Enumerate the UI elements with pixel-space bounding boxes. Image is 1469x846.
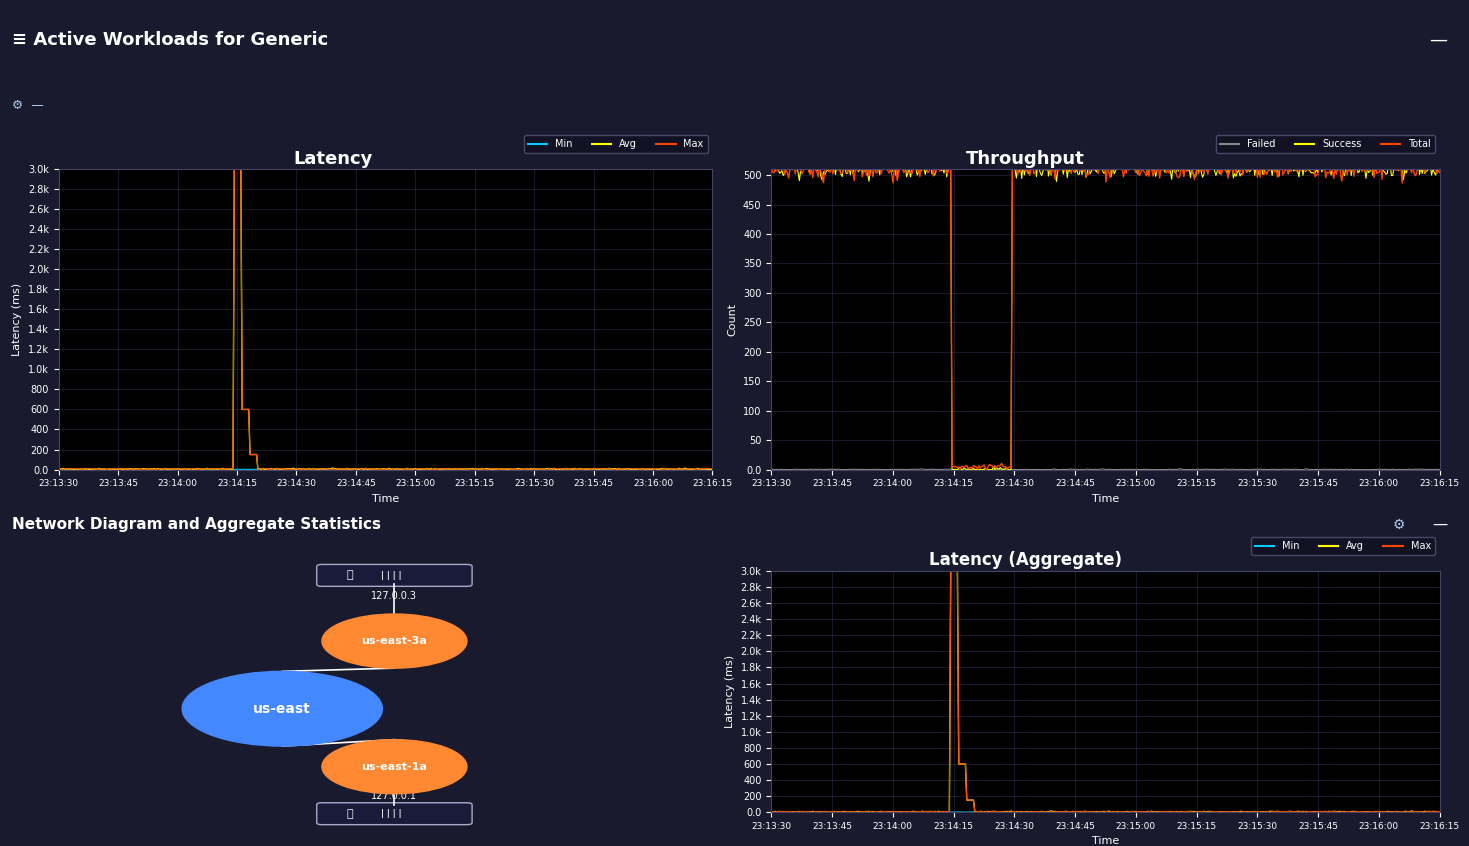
Y-axis label: Latency (ms): Latency (ms) xyxy=(12,283,22,356)
Text: 127.0.0.3: 127.0.0.3 xyxy=(372,591,417,601)
Text: | | | |: | | | | xyxy=(380,810,401,818)
Circle shape xyxy=(322,614,467,668)
Title: Latency: Latency xyxy=(294,150,373,168)
Y-axis label: Count: Count xyxy=(727,303,737,336)
Text: ⦿: ⦿ xyxy=(347,809,353,819)
X-axis label: Time: Time xyxy=(1091,837,1119,846)
Text: us-east-1a: us-east-1a xyxy=(361,761,427,772)
Text: 127.0.0.1: 127.0.0.1 xyxy=(372,791,417,801)
Legend: Min, Avg, Max: Min, Avg, Max xyxy=(1250,537,1435,555)
Text: us-east: us-east xyxy=(253,701,311,716)
Y-axis label: Latency (ms): Latency (ms) xyxy=(724,655,734,728)
Text: ⚙  —: ⚙ — xyxy=(12,99,44,112)
Circle shape xyxy=(182,672,382,746)
Legend: Failed, Success, Total: Failed, Success, Total xyxy=(1216,135,1435,153)
X-axis label: Time: Time xyxy=(372,494,400,504)
Text: ⚙: ⚙ xyxy=(1393,518,1406,532)
Title: Throughput: Throughput xyxy=(965,150,1084,168)
Legend: Min, Avg, Max: Min, Avg, Max xyxy=(523,135,708,153)
Text: ≡ Active Workloads for Generic: ≡ Active Workloads for Generic xyxy=(12,30,328,48)
Text: —: — xyxy=(1432,517,1447,532)
Text: | | | |: | | | | xyxy=(380,571,401,580)
Text: us-east-3a: us-east-3a xyxy=(361,636,427,646)
Circle shape xyxy=(322,739,467,794)
FancyBboxPatch shape xyxy=(317,564,472,586)
X-axis label: Time: Time xyxy=(1091,494,1119,504)
Text: —: — xyxy=(1429,30,1447,48)
Text: ⦿: ⦿ xyxy=(347,570,353,580)
Text: Network Diagram and Aggregate Statistics: Network Diagram and Aggregate Statistics xyxy=(12,517,380,532)
Title: Latency (Aggregate): Latency (Aggregate) xyxy=(928,552,1122,569)
FancyBboxPatch shape xyxy=(317,803,472,825)
